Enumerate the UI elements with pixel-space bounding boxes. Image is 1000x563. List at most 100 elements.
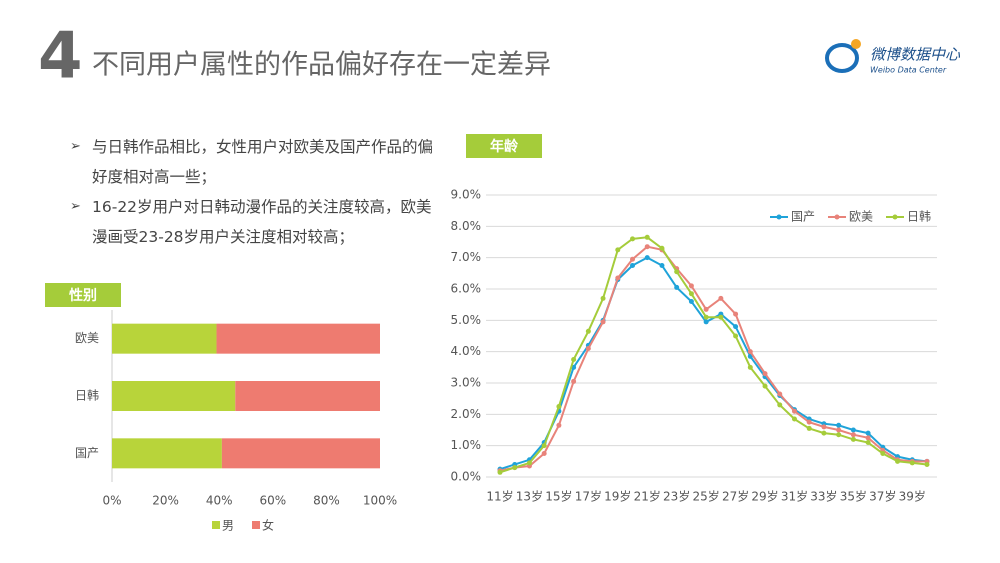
x-tick-label: 27岁 <box>722 489 749 504</box>
x-tick-label: 23岁 <box>663 489 690 504</box>
y-tick-label: 7.0% <box>451 250 482 264</box>
x-tick-label: 33岁 <box>810 489 837 504</box>
point <box>541 443 547 449</box>
point <box>924 461 930 467</box>
point <box>703 306 709 312</box>
point <box>733 333 739 339</box>
y-tick-label: 0.0% <box>451 470 482 484</box>
bar <box>112 323 217 354</box>
point <box>733 324 739 330</box>
y-tick-label: 9.0% <box>451 188 482 202</box>
x-tick-label: 15岁 <box>545 489 572 504</box>
bar <box>235 381 380 411</box>
chart-tag: 性别 <box>69 287 97 304</box>
bullet: 16-22岁用户对日韩动漫作品的关注度较高，欧美漫画受23-28岁用户关注度相对… <box>70 192 437 252</box>
point <box>747 364 753 370</box>
point <box>703 314 709 320</box>
point <box>541 451 547 456</box>
point <box>674 269 680 275</box>
x-tick-label: 40% <box>206 494 233 508</box>
y-tick-label: 5.0% <box>451 313 482 327</box>
point <box>806 425 812 431</box>
legend-label: 女 <box>262 518 274 533</box>
x-tick-label: 0% <box>102 494 121 508</box>
point <box>674 284 680 290</box>
legend-swatch <box>212 521 220 529</box>
x-tick-label: 35岁 <box>840 489 867 504</box>
point <box>821 430 827 436</box>
legend-swatch <box>252 521 260 529</box>
point <box>836 427 842 433</box>
point <box>836 422 842 428</box>
bar <box>221 438 380 469</box>
point <box>497 469 503 475</box>
x-tick-label: 17岁 <box>575 489 602 504</box>
point <box>718 314 724 320</box>
bar <box>216 323 380 354</box>
point <box>630 256 636 262</box>
point <box>865 430 871 436</box>
x-tick-label: 80% <box>313 494 340 508</box>
point <box>556 404 562 409</box>
point <box>688 299 694 305</box>
y-tick-label: 6.0% <box>451 282 482 296</box>
point <box>703 319 709 325</box>
slide-number: 4 <box>38 20 83 94</box>
legend-swatch <box>776 214 782 220</box>
point <box>747 349 753 355</box>
y-tick-label: 2.0% <box>451 407 482 421</box>
chart-tag: 年龄 <box>490 138 519 155</box>
y-tick-label: 4.0% <box>451 344 482 358</box>
bullet: 与日韩作品相比，女性用户对欧美及国产作品的偏好度相对高一些； <box>70 132 437 192</box>
point <box>512 465 518 471</box>
point <box>895 458 901 464</box>
point <box>630 236 636 242</box>
point <box>718 295 724 301</box>
logo-subtitle: Weibo Data Center <box>870 66 947 75</box>
point <box>600 319 606 325</box>
y-tick-label: 8.0% <box>451 219 482 233</box>
point <box>836 432 842 438</box>
x-tick-label: 31岁 <box>781 489 808 504</box>
point <box>909 460 915 466</box>
line <box>499 245 927 472</box>
y-tick-label: 日韩 <box>75 388 99 403</box>
x-tick-label: 60% <box>259 494 286 508</box>
point <box>526 460 532 466</box>
x-tick-label: 29岁 <box>751 489 778 504</box>
point <box>865 435 871 441</box>
x-tick-label: 21岁 <box>634 489 661 504</box>
point <box>585 346 591 352</box>
point <box>733 311 739 317</box>
point <box>762 383 768 389</box>
point <box>600 295 606 301</box>
point <box>659 263 665 268</box>
point <box>791 408 797 414</box>
line <box>499 236 928 474</box>
point <box>777 391 783 397</box>
legend-label: 日韩 <box>907 209 931 224</box>
point <box>850 432 856 438</box>
legend-label: 国产 <box>791 210 815 224</box>
x-tick-label: 100% <box>363 494 397 508</box>
bar <box>112 438 222 469</box>
point <box>571 378 577 384</box>
x-tick-label: 39岁 <box>899 489 926 504</box>
point <box>615 275 621 281</box>
point <box>644 244 650 250</box>
point <box>850 427 856 433</box>
point <box>762 371 768 377</box>
y-tick-label: 国产 <box>75 446 99 460</box>
point <box>556 422 562 428</box>
x-tick-label: 19岁 <box>604 489 631 504</box>
tag-box <box>45 283 121 307</box>
bar <box>112 381 236 411</box>
point <box>644 234 650 240</box>
point <box>791 416 797 422</box>
x-tick-label: 11岁 <box>486 489 513 504</box>
tag-box <box>466 134 542 158</box>
logo-name: 微博数据中心 <box>870 46 961 64</box>
point <box>806 419 812 425</box>
